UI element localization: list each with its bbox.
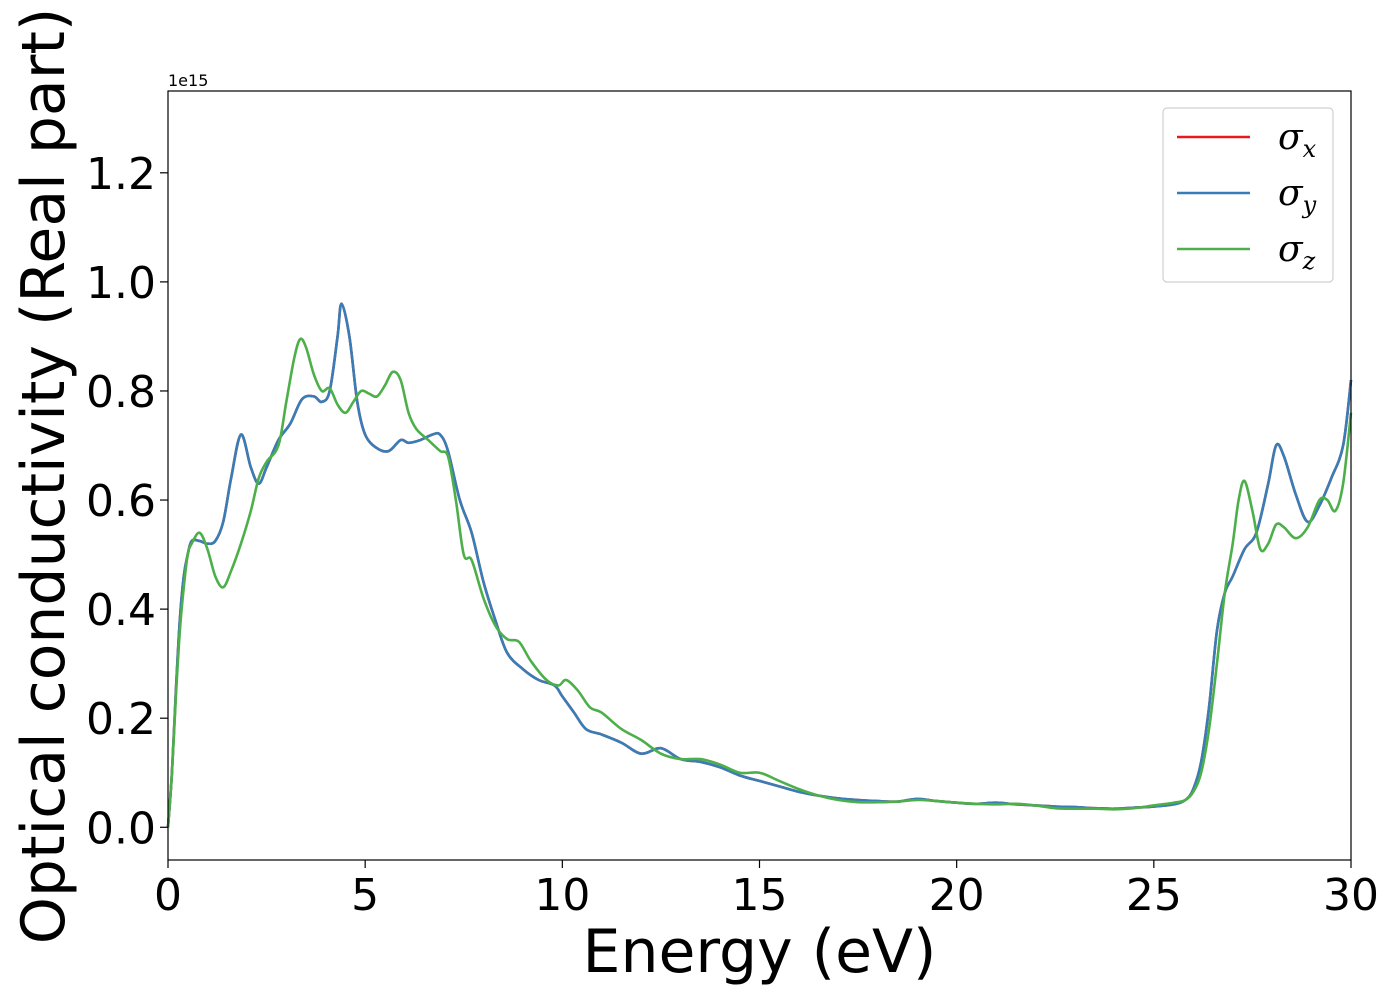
y-tick-label: 1.2 <box>86 149 156 200</box>
legend-symbol: σ <box>1278 173 1304 214</box>
y-axis-label: Optical conductivity (Real part) <box>9 8 79 945</box>
y-offset-text: 1e15 <box>168 71 208 90</box>
y-tick-label: 0.4 <box>86 585 156 636</box>
y-tick-label: 0.2 <box>86 694 156 745</box>
legend-label-y: σy <box>1278 173 1317 219</box>
x-tick-label: 0 <box>154 870 182 921</box>
y-tick-label: 0.0 <box>86 803 156 854</box>
series-line-y <box>166 302 1353 828</box>
legend-label-x: σx <box>1278 117 1317 163</box>
y-tick-label: 0.6 <box>86 476 156 527</box>
legend-symbol: σ <box>1278 117 1304 158</box>
y-axis: 0.0 0.2 0.4 0.6 0.8 1.0 1.2 <box>86 149 168 854</box>
legend-label-z: σz <box>1278 229 1316 275</box>
x-tick-label: 5 <box>351 870 379 921</box>
x-tick-label: 20 <box>929 870 985 921</box>
legend-symbol: σ <box>1278 229 1304 270</box>
x-tick-label: 15 <box>732 870 788 921</box>
x-axis: 0 5 10 15 20 25 30 <box>154 860 1379 921</box>
legend-subscript: z <box>1302 247 1316 275</box>
y-tick-label: 1.0 <box>86 258 156 309</box>
series-layer <box>166 302 1353 828</box>
y-tick-label: 0.8 <box>86 367 156 418</box>
x-tick-label: 10 <box>534 870 590 921</box>
legend-subscript: y <box>1302 191 1317 219</box>
x-axis-label: Energy (eV) <box>583 917 937 987</box>
series-line-z <box>166 337 1353 828</box>
x-tick-label: 30 <box>1323 870 1379 921</box>
legend-subscript: x <box>1303 135 1317 163</box>
legend-box <box>1162 107 1334 283</box>
x-tick-label: 25 <box>1126 870 1182 921</box>
